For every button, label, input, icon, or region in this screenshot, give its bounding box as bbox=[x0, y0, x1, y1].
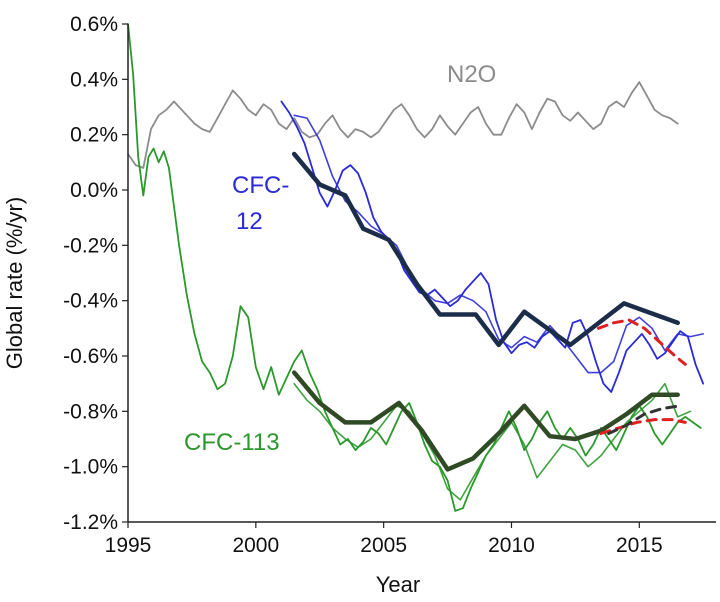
x-tick-label: 2010 bbox=[488, 534, 535, 557]
y-tick-label: -0.2% bbox=[63, 234, 118, 257]
plot-series bbox=[127, 23, 705, 512]
series-line-n2o-observed bbox=[127, 81, 679, 169]
series-line-cfc12-observed-secondary bbox=[293, 114, 705, 374]
y-tick-label: -1.0% bbox=[63, 456, 118, 479]
x-tick-label: 2015 bbox=[616, 534, 663, 557]
y-tick-label: -0.8% bbox=[63, 400, 118, 423]
series-line-cfc12_model-model bbox=[291, 151, 680, 348]
series-line-projection_dark-projection bbox=[607, 404, 682, 435]
series-line-cfc12-observed bbox=[280, 100, 705, 393]
x-tick-label: 2005 bbox=[360, 534, 407, 557]
series-line-cfc113-observed bbox=[127, 23, 702, 512]
series-line-cfc113_model-model bbox=[291, 370, 680, 472]
y-tick-label: -0.6% bbox=[63, 345, 118, 368]
y-tick-label: -1.2% bbox=[63, 511, 118, 534]
y-tick-label: 0.4% bbox=[70, 68, 118, 91]
x-tick-label: 1995 bbox=[105, 534, 152, 557]
y-tick-label: 0.0% bbox=[70, 179, 118, 202]
x-ticks: 1995 2000 2005 2010 2015 bbox=[105, 522, 663, 557]
y-axis-title: Global rate (%/yr) bbox=[2, 197, 27, 369]
y-ticks: 0.6% 0.4% 0.2% 0.0% -0.2% -0.4% -0.6% -0.8% -1.0… bbox=[63, 13, 128, 534]
label-cfc12-line2: 12 bbox=[236, 208, 263, 235]
label-cfc113: CFC-113 bbox=[184, 429, 280, 456]
label-cfc12-line1: CFC- bbox=[232, 172, 289, 199]
y-tick-label: 0.2% bbox=[70, 124, 118, 147]
x-tick-label: 2000 bbox=[232, 534, 279, 557]
label-n2o: N2O bbox=[447, 61, 496, 88]
series-line-projection_red-projection bbox=[596, 318, 687, 366]
y-tick-label: 0.6% bbox=[70, 13, 118, 36]
x-axis-title: Year bbox=[376, 572, 420, 597]
y-tick-label: -0.4% bbox=[63, 290, 118, 313]
